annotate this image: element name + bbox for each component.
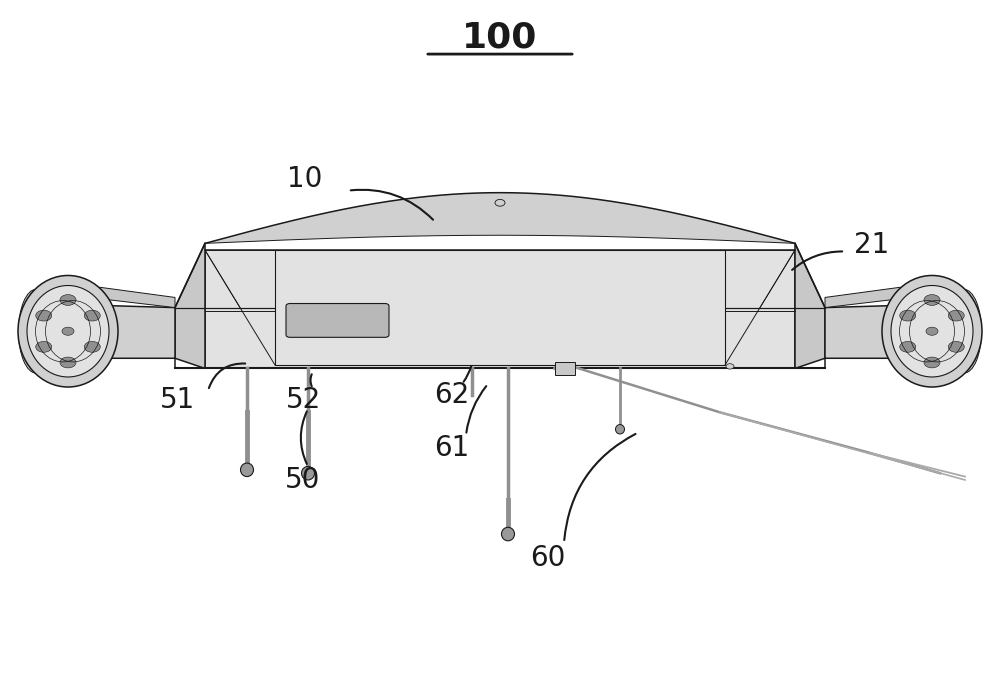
Ellipse shape (27, 285, 109, 377)
Polygon shape (795, 243, 825, 368)
Text: 62: 62 (434, 381, 470, 410)
FancyBboxPatch shape (205, 250, 795, 368)
FancyBboxPatch shape (555, 362, 575, 375)
FancyBboxPatch shape (286, 304, 389, 337)
Circle shape (84, 310, 100, 321)
Polygon shape (825, 304, 940, 358)
Ellipse shape (302, 466, 314, 480)
Circle shape (495, 199, 505, 206)
Circle shape (36, 310, 52, 321)
Ellipse shape (502, 527, 514, 541)
Circle shape (726, 364, 734, 369)
Circle shape (948, 341, 964, 352)
Text: 21: 21 (854, 231, 890, 259)
Circle shape (36, 341, 52, 352)
Text: 61: 61 (434, 433, 470, 462)
FancyBboxPatch shape (275, 250, 725, 365)
Ellipse shape (882, 276, 982, 387)
Circle shape (924, 357, 940, 368)
Ellipse shape (18, 276, 118, 387)
Circle shape (948, 310, 964, 321)
Text: 10: 10 (287, 165, 323, 193)
Circle shape (924, 295, 940, 306)
Circle shape (84, 341, 100, 352)
Circle shape (900, 310, 916, 321)
Circle shape (926, 327, 938, 335)
Polygon shape (60, 287, 175, 308)
Text: 50: 50 (285, 466, 321, 494)
Text: 51: 51 (160, 386, 196, 414)
Circle shape (900, 341, 916, 352)
Text: 52: 52 (285, 386, 321, 414)
Ellipse shape (891, 285, 973, 377)
Ellipse shape (240, 463, 254, 477)
Ellipse shape (19, 289, 54, 373)
Circle shape (60, 295, 76, 306)
Circle shape (62, 327, 74, 335)
Polygon shape (825, 287, 940, 308)
Polygon shape (60, 304, 175, 358)
Text: 60: 60 (530, 544, 566, 572)
Polygon shape (175, 243, 205, 368)
Circle shape (60, 357, 76, 368)
Polygon shape (205, 193, 795, 243)
Ellipse shape (946, 289, 982, 373)
Ellipse shape (616, 425, 624, 434)
Text: 100: 100 (462, 20, 538, 54)
